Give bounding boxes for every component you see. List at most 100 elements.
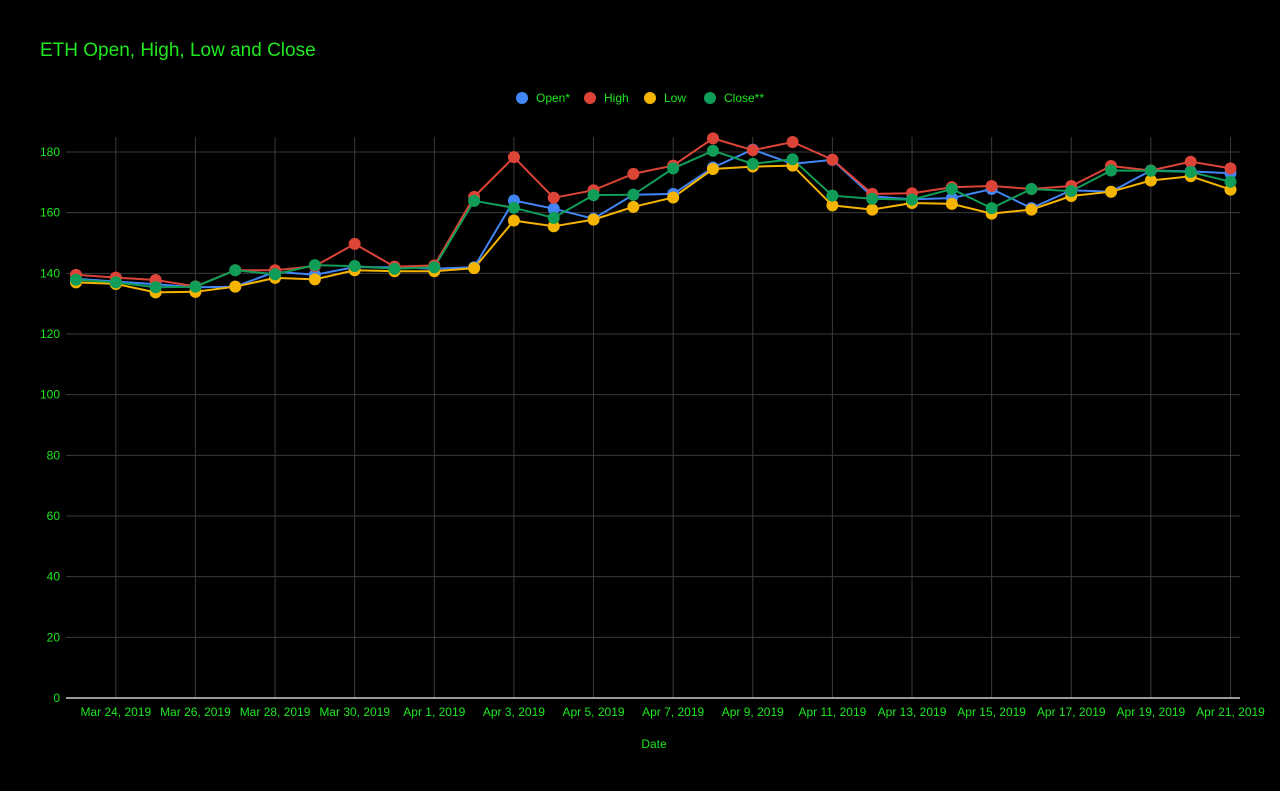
legend-swatch — [704, 92, 716, 104]
data-point-series-3 — [1144, 174, 1157, 187]
data-point-series-4 — [706, 144, 719, 157]
x-tick-label: Apr 3, 2019 — [483, 705, 545, 719]
data-point-series-3 — [866, 203, 879, 216]
series-line-3 — [75, 164, 1231, 294]
y-tick-label: 60 — [47, 509, 61, 523]
x-tick-label: Apr 15, 2019 — [957, 705, 1026, 719]
data-point-series-4 — [866, 192, 879, 205]
x-tick-label: Apr 7, 2019 — [642, 705, 704, 719]
data-point-series-4 — [1224, 175, 1237, 188]
data-point-series-2 — [985, 179, 998, 192]
legend-label: High — [604, 91, 629, 105]
data-point-series-4 — [348, 260, 361, 273]
data-point-series-4 — [468, 194, 481, 207]
data-point-series-1 — [547, 202, 560, 215]
data-point-series-4 — [269, 268, 282, 281]
legend-item: Low — [644, 89, 686, 107]
data-point-series-2 — [746, 144, 759, 157]
data-point-series-4 — [109, 276, 122, 289]
data-point-series-4 — [308, 259, 321, 272]
x-tick-label: Apr 13, 2019 — [878, 705, 947, 719]
data-point-series-3 — [587, 213, 600, 226]
legend-swatch — [584, 92, 596, 104]
x-tick-label: Apr 11, 2019 — [798, 705, 866, 719]
x-tick-label: Mar 26, 2019 — [160, 705, 231, 719]
data-point-series-3 — [706, 162, 719, 175]
y-tick-label: 0 — [53, 691, 60, 705]
x-tick-label: Mar 30, 2019 — [319, 705, 390, 719]
y-tick-label: 80 — [47, 448, 61, 462]
data-point-series-3 — [627, 200, 640, 213]
legend: Open* High Low Close** — [0, 89, 1280, 107]
data-point-series-4 — [786, 153, 799, 166]
series-line-4 — [75, 149, 1231, 289]
y-tick-label: 20 — [47, 630, 61, 644]
data-point-series-4 — [746, 157, 759, 170]
data-point-series-3 — [308, 273, 321, 286]
x-axis-title: Date — [641, 737, 667, 751]
data-point-series-3 — [667, 191, 680, 204]
x-tick-label: Apr 5, 2019 — [563, 705, 625, 719]
data-point-series-4 — [667, 162, 680, 175]
x-tick-label: Apr 19, 2019 — [1117, 705, 1186, 719]
data-point-series-3 — [468, 262, 481, 275]
data-point-series-2 — [627, 167, 640, 180]
data-point-series-2 — [507, 151, 520, 164]
data-point-series-4 — [587, 189, 600, 202]
data-point-series-4 — [507, 201, 520, 214]
legend-item: Close** — [704, 89, 764, 107]
data-point-series-3 — [229, 280, 242, 293]
x-tick-label: Mar 24, 2019 — [80, 705, 151, 719]
legend-label: Open* — [536, 91, 571, 105]
y-tick-label: 180 — [40, 145, 60, 159]
data-point-series-4 — [70, 273, 82, 286]
data-point-series-4 — [229, 264, 242, 277]
legend-label: Close** — [724, 91, 765, 105]
data-point-series-3 — [547, 220, 560, 233]
data-point-series-2 — [706, 132, 719, 145]
legend-item: Open* — [516, 89, 570, 107]
data-point-series-4 — [1144, 164, 1157, 177]
data-point-series-4 — [428, 261, 441, 274]
data-point-series-3 — [826, 199, 839, 212]
data-point-series-2 — [826, 153, 839, 166]
data-point-series-2 — [786, 135, 799, 148]
data-point-series-4 — [1184, 166, 1197, 179]
data-point-series-4 — [149, 281, 162, 294]
y-tick-label: 140 — [40, 266, 60, 280]
x-tick-label: Apr 21, 2019 — [1196, 705, 1265, 719]
data-point-series-4 — [1065, 185, 1078, 198]
data-point-series-2 — [1184, 155, 1197, 168]
y-tick-label: 100 — [40, 388, 60, 402]
y-tick-label: 40 — [47, 570, 61, 584]
legend-swatch — [644, 92, 656, 104]
x-tick-label: Apr 1, 2019 — [403, 705, 465, 719]
data-point-series-4 — [945, 183, 958, 196]
legend-swatch — [516, 92, 528, 104]
data-point-series-2 — [348, 237, 361, 250]
x-tick-label: Apr 9, 2019 — [722, 705, 784, 719]
data-point-series-2 — [547, 191, 560, 204]
legend-item: High — [584, 89, 629, 107]
y-tick-label: 160 — [40, 206, 60, 220]
x-tick-label: Apr 17, 2019 — [1037, 705, 1106, 719]
data-point-series-4 — [985, 202, 998, 215]
data-point-series-4 — [627, 188, 640, 201]
y-tick-label: 120 — [40, 327, 60, 341]
data-point-series-2 — [1224, 162, 1237, 175]
data-point-series-4 — [1105, 164, 1118, 177]
data-point-series-3 — [1025, 203, 1038, 216]
data-point-series-4 — [388, 262, 401, 275]
data-point-series-4 — [189, 280, 202, 293]
data-point-series-3 — [1105, 185, 1118, 198]
x-tick-label: Mar 28, 2019 — [240, 705, 311, 719]
chart-title: ETH Open, High, Low and Close — [40, 40, 316, 61]
data-point-series-3 — [945, 197, 958, 210]
data-point-series-4 — [906, 193, 919, 206]
data-point-series-4 — [826, 189, 839, 202]
data-point-series-3 — [507, 214, 520, 227]
data-point-series-4 — [1025, 183, 1038, 196]
legend-label: Low — [664, 91, 687, 105]
data-point-series-4 — [547, 211, 560, 224]
